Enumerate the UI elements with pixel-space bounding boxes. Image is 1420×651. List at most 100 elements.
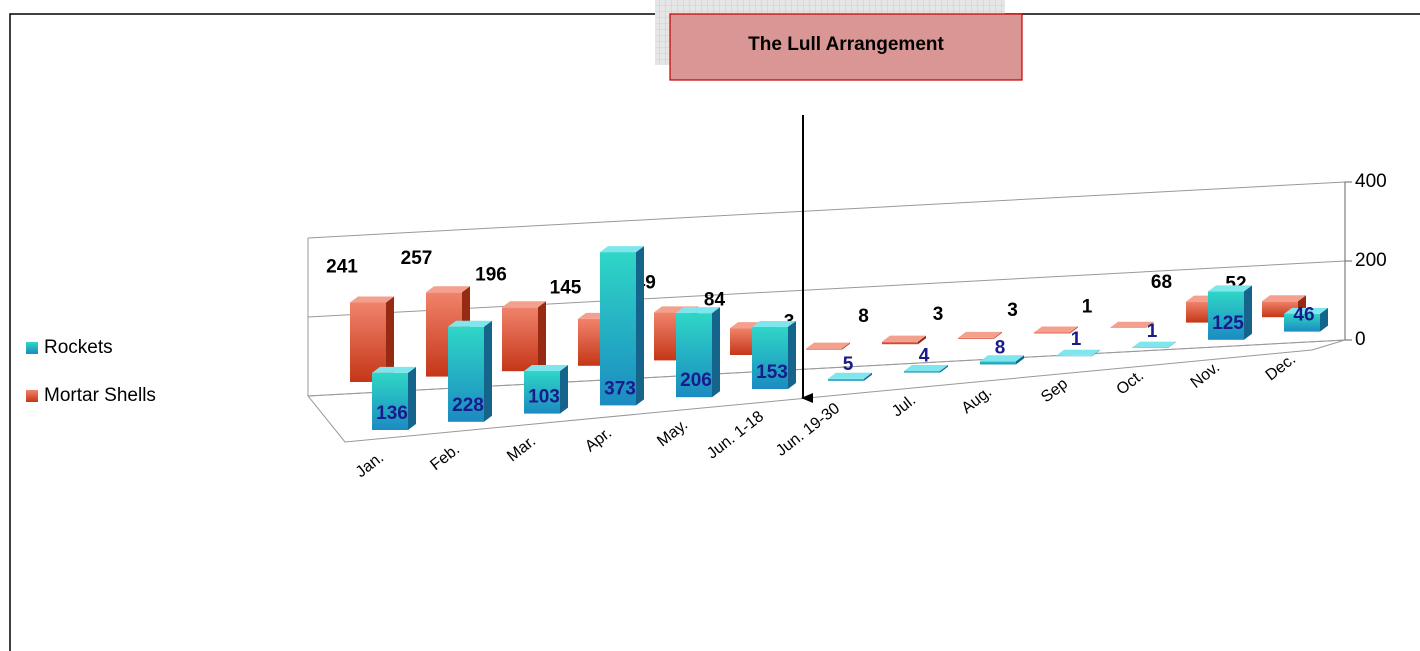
x-tick-label: May. — [654, 416, 691, 450]
value-label: 5 — [843, 354, 854, 375]
value-label: 1 — [1082, 297, 1093, 318]
value-label: 46 — [1293, 305, 1314, 326]
bar-top — [502, 301, 546, 308]
bar-front — [1208, 291, 1244, 340]
annotation-box — [669, 13, 1023, 81]
bar-side — [538, 301, 546, 372]
legend-label: Rockets — [44, 337, 113, 358]
bar — [676, 307, 720, 398]
value-label: 103 — [528, 387, 560, 408]
x-tick-label: Jul. — [889, 392, 919, 421]
bar — [448, 320, 492, 422]
bar-front — [448, 326, 484, 422]
annotation: The Lull Arrangement — [748, 34, 944, 55]
bar-front — [882, 341, 918, 345]
bar-side — [1146, 321, 1154, 328]
bar — [828, 372, 872, 381]
bar — [980, 355, 1024, 365]
bar-side — [386, 296, 394, 382]
bar-side — [842, 342, 850, 350]
bar-top — [1110, 321, 1154, 328]
bar-side — [712, 307, 720, 398]
x-tick-label: Oct. — [1113, 367, 1147, 398]
legend-swatch — [26, 390, 38, 402]
value-label: 145 — [550, 277, 582, 298]
bar-top — [350, 296, 394, 303]
value-label: 257 — [401, 248, 433, 269]
bar-front — [1284, 313, 1320, 332]
x-tick-label: Jan. — [353, 449, 387, 481]
bar-front — [524, 370, 560, 414]
legend-label: Mortar Shells — [44, 385, 156, 406]
bar-top — [426, 286, 470, 293]
bar-top — [1208, 285, 1252, 292]
bar-side — [484, 320, 492, 422]
x-tick-label: Apr. — [582, 424, 615, 455]
y-tick-label: 400 — [1355, 171, 1387, 192]
bar-side — [1168, 341, 1176, 348]
value-label: 8 — [995, 337, 1006, 358]
bar-top — [676, 307, 720, 314]
bar-top — [524, 364, 568, 371]
bar-top — [752, 321, 796, 328]
bar-front — [980, 361, 1016, 365]
value-label: 84 — [704, 290, 726, 311]
value-label: 4 — [919, 346, 930, 367]
bar — [806, 342, 850, 350]
x-tick-label: Nov. — [1188, 359, 1223, 392]
bar-top — [882, 335, 926, 342]
bar — [524, 364, 568, 414]
bar — [502, 301, 546, 372]
value-label: 196 — [475, 264, 507, 285]
value-label: 373 — [604, 378, 636, 399]
bar-front — [372, 372, 408, 430]
value-label: 228 — [452, 395, 484, 416]
bar — [958, 331, 1002, 339]
bar-front — [676, 313, 712, 398]
bar — [1284, 307, 1328, 332]
bar-front — [502, 307, 538, 372]
bar — [882, 335, 926, 345]
bar-side — [1092, 349, 1100, 357]
bar — [1132, 341, 1176, 348]
bar-front — [752, 327, 788, 389]
bar-top — [1056, 349, 1100, 356]
bar-side — [994, 331, 1002, 339]
x-tick-label: Sep — [1038, 375, 1071, 406]
value-label: 3 — [933, 304, 944, 325]
bar-front — [904, 371, 940, 373]
y-tick-label: 200 — [1355, 250, 1387, 271]
value-label: 1 — [1071, 329, 1082, 350]
x-tick-label: Jun. 1-18 — [704, 408, 767, 463]
value-label: 125 — [1212, 313, 1244, 334]
x-tick-label: Jun. 19-30 — [773, 400, 843, 460]
grid-line — [307, 181, 1346, 239]
bar-top — [372, 366, 416, 373]
grid-line — [307, 260, 1346, 318]
bar — [1110, 321, 1154, 328]
bar-side — [788, 321, 796, 389]
bar-side — [1244, 285, 1252, 340]
bar — [1034, 326, 1078, 334]
bar — [1208, 285, 1252, 340]
value-label: 8 — [858, 306, 869, 327]
value-label: 241 — [326, 256, 358, 277]
value-label: 68 — [1151, 272, 1172, 293]
bar-side — [408, 366, 416, 430]
bar-top — [448, 320, 492, 327]
bar — [350, 296, 394, 382]
bar-top — [1034, 326, 1078, 333]
bar-side — [940, 365, 948, 373]
value-label: 136 — [376, 403, 408, 424]
bar-front — [1034, 332, 1070, 334]
legend-swatch — [26, 342, 38, 354]
bar-top — [980, 355, 1024, 362]
bar-side — [636, 246, 644, 406]
bar-top — [1262, 295, 1306, 302]
bar — [372, 366, 416, 430]
bar-side — [1320, 307, 1328, 332]
bar — [752, 321, 796, 389]
bar — [600, 246, 644, 406]
bar-side — [1070, 326, 1078, 334]
